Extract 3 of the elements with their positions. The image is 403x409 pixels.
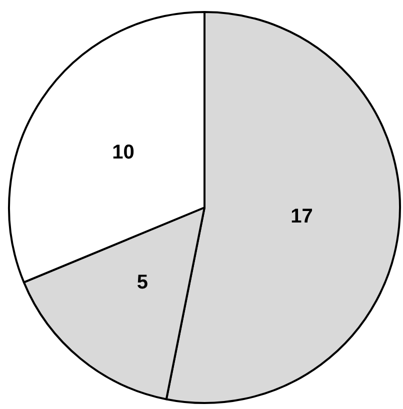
data-label: 17	[290, 206, 313, 228]
data-label: 5	[136, 272, 148, 294]
data-label: 10	[112, 142, 134, 164]
